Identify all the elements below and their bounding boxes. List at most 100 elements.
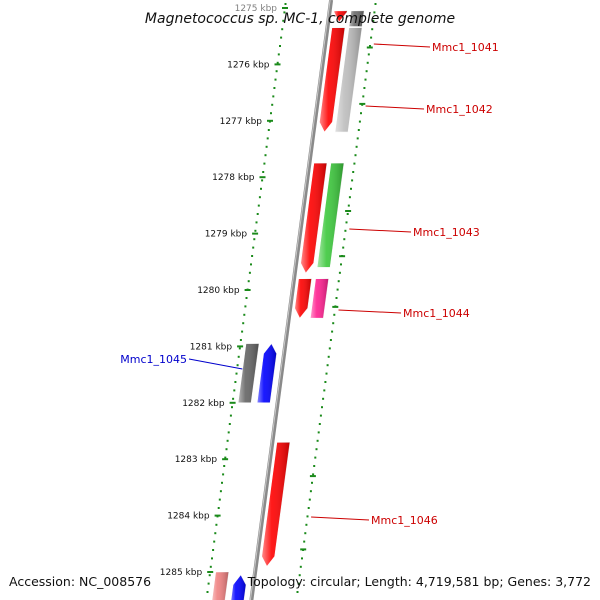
ruler-dot [245,297,248,299]
ruler-dot [364,78,367,81]
ruler-dot [237,355,240,358]
ruler-dot [307,507,310,509]
ruler-dot [350,187,352,190]
tick-label: 1280 kbp [197,286,240,296]
ruler-dot [263,162,266,165]
ruler-dot [236,364,239,367]
map-title: Magnetococcus sp. MC-1, complete genome [145,11,455,27]
ruler-dot [234,381,237,383]
ruler-dot [243,313,246,316]
ruler-dot [271,103,274,106]
tick-label: 1276 kbp [227,60,270,70]
ruler-dot [232,397,235,400]
ruler-dot [319,414,322,417]
ruler-dot [248,271,251,274]
ruler-dot [261,179,264,182]
ruler-dot [317,431,320,434]
ruler-dot [235,372,238,375]
ruler-dot [228,423,231,425]
ruler-dot [373,11,376,14]
accession-label: Accession: NC_008576 [9,574,151,589]
ruler-dot [229,414,232,417]
leader-mmc1-1042 [365,105,425,110]
ruler-dot [266,137,269,140]
ruler-dot [331,330,334,333]
ruler-dot [298,574,301,577]
ruler-dot [313,465,316,467]
ruler-dot [244,305,247,308]
gene-mmc1-1044-ortholog [309,278,329,319]
ruler-dot [222,473,225,476]
gene-label-mmc1-1044: Mmc1_1044 [403,307,470,320]
ruler-dot [283,11,286,14]
leader-mmc1-1046 [311,516,370,521]
ruler-dot [218,498,221,501]
ruler-dot [314,456,317,459]
ruler-dot [281,28,284,31]
tick-label: 1279 kbp [205,230,248,240]
ruler-dot [257,204,260,207]
ruler-dot [207,582,210,585]
ruler-dot [252,246,255,249]
ruler-dot [332,322,335,325]
ruler-dot [371,28,374,31]
ruler-dot [264,154,267,157]
gene-label-mmc1-1045: Mmc1_1045 [120,353,187,366]
ruler-dot [305,523,308,526]
gene-label-mmc1-1041: Mmc1_1041 [432,41,499,54]
ruler-dot [275,70,278,73]
gene-mmc1-1047 [230,574,247,600]
ruler-dot [241,330,244,333]
ruler-dot [363,87,366,89]
ruler-dot [351,179,354,182]
ruler-dot [280,36,283,39]
ruler-dot [297,582,300,585]
ruler-dot [329,339,332,341]
ruler-dot [374,3,377,5]
ruler-dot [239,339,242,341]
ruler-dot [362,95,365,98]
ruler-dot [336,288,339,291]
ruler-dot [225,448,228,451]
ruler-dot [215,523,218,526]
ruler-dot [367,53,370,56]
tick-label: 1278 kbp [212,173,255,183]
ruler-dot [333,313,336,316]
ruler-dot [217,507,220,509]
ruler-dot [335,297,338,299]
ruler-dot [370,36,373,39]
ruler-dot [345,221,348,224]
ruler-dot [366,61,369,64]
ruler-dot [309,490,312,493]
ruler-dot [267,129,270,131]
ruler-dot [250,263,252,266]
gene-label-mmc1-1046: Mmc1_1046 [371,514,438,527]
ruler-dot [274,78,277,81]
ruler-dot [214,532,217,535]
ruler-dot [346,213,349,215]
ruler-dot [354,154,357,157]
ruler-dot [301,557,303,560]
ruler-dot [308,498,311,501]
tick-label: 1283 kbp [175,455,218,465]
ruler-dot [325,372,328,375]
ruler-dot [233,389,236,392]
ruler-dot [324,381,327,383]
ruler-dot [360,112,362,115]
tick-label: 1275 kbp [235,4,278,14]
ruler-dot [372,19,375,22]
gene-label-mmc1-1043: Mmc1_1043 [413,226,480,239]
ruler-dot [206,591,209,593]
ruler-dot [208,574,211,577]
ruler-dot [357,129,360,131]
gene-mmc1-1045 [256,343,277,404]
ruler-dot [256,213,259,215]
ruler-dot [219,490,222,493]
ruler-dot [262,171,265,173]
ruler-dot [251,255,254,257]
ruler-dot [338,271,341,274]
ruler-dot [296,591,299,593]
ruler-dot [226,439,229,442]
ruler-dot [247,280,250,283]
tick-label: 1284 kbp [167,512,210,522]
